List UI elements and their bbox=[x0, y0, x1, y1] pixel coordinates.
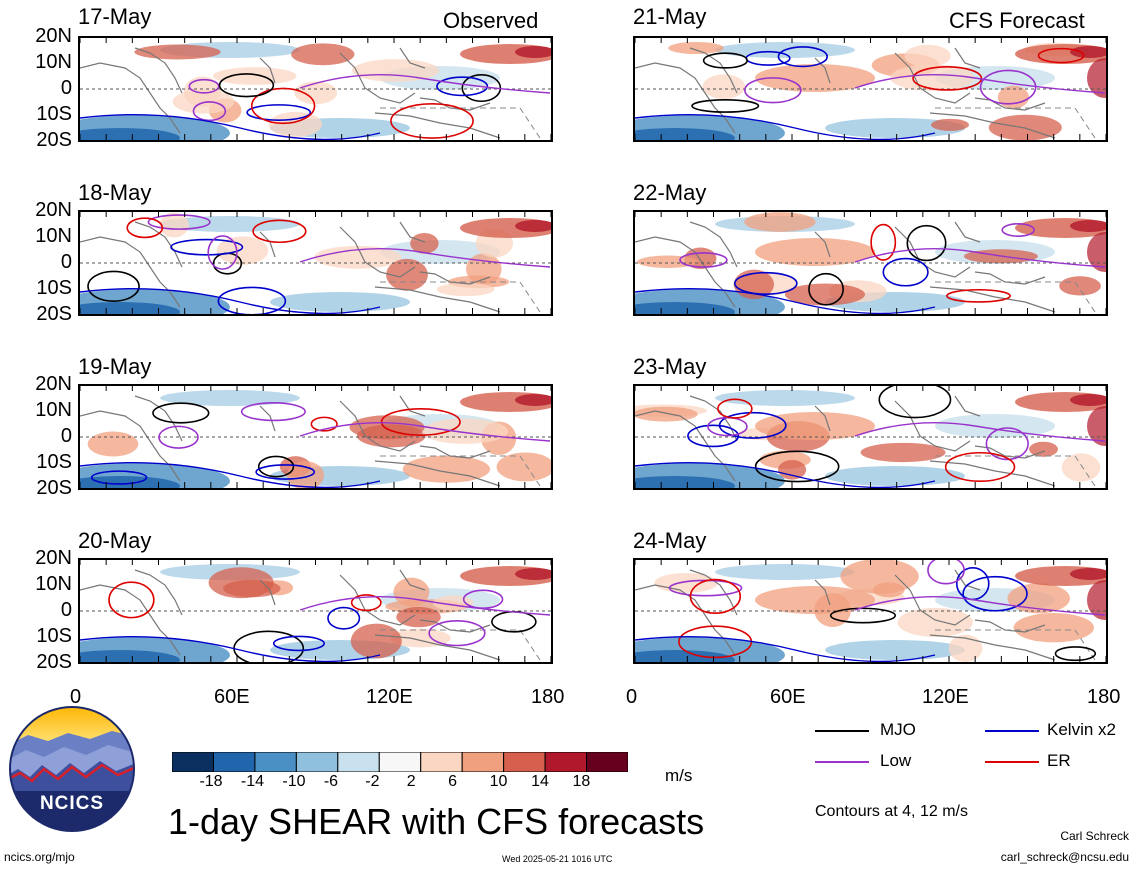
lon-label-0: 0 bbox=[70, 686, 82, 708]
colorbar-swatch-5 bbox=[378, 751, 422, 773]
shear-field-3 bbox=[80, 386, 551, 488]
logo-text: NCICS bbox=[39, 793, 105, 814]
colorbar-tick-label: 6 bbox=[448, 773, 458, 790]
credit-email[interactable]: carl_schreck@ncsu.edu bbox=[1000, 850, 1129, 864]
colorbar-swatch-9 bbox=[544, 751, 588, 773]
colorbar-tick-label: -18 bbox=[199, 773, 223, 790]
contour-note: Contours at 4, 12 m/s bbox=[815, 803, 968, 820]
logo-icon bbox=[9, 706, 135, 832]
shear-field-5 bbox=[635, 38, 1106, 140]
map-panel-5 bbox=[633, 36, 1108, 142]
forecast-tag: CFS Forecast bbox=[949, 8, 1085, 33]
lat-label-20n: 20N bbox=[35, 547, 72, 569]
lat-label-10s: 10S bbox=[36, 103, 72, 125]
footer-url[interactable]: ncics.org/mjo bbox=[4, 850, 75, 864]
lat-label-10n: 10N bbox=[35, 51, 72, 73]
lat-label-20n: 20N bbox=[35, 373, 72, 395]
colorbar-tick-label: -2 bbox=[365, 773, 380, 790]
colorbar-swatch-3 bbox=[295, 751, 339, 773]
colorbar-swatch-10 bbox=[586, 751, 629, 773]
shear-field-7 bbox=[635, 386, 1106, 488]
lat-label-20s: 20S bbox=[36, 129, 72, 151]
panel-date-2: 18-May bbox=[78, 180, 152, 205]
colorbar-tick-label: -10 bbox=[282, 773, 306, 790]
colorbar-swatch-1 bbox=[212, 751, 256, 773]
shear-field-4 bbox=[80, 560, 551, 662]
credit-name: Carl Schreck bbox=[1060, 829, 1129, 843]
lat-label-0: 0 bbox=[60, 425, 72, 447]
lat-label-20s: 20S bbox=[36, 651, 72, 673]
legend-line-mjo bbox=[815, 730, 869, 732]
lat-label-20s: 20S bbox=[36, 303, 72, 325]
colorbar-tick-label: 2 bbox=[406, 773, 416, 790]
legend-label-er: ER bbox=[1047, 751, 1071, 770]
panel-date-3: 19-May bbox=[78, 354, 152, 379]
ncics-logo[interactable]: NCICS bbox=[8, 705, 136, 833]
legend-line-low bbox=[815, 761, 869, 763]
lon-label-60e: 60E bbox=[214, 686, 250, 708]
lat-label-10s: 10S bbox=[36, 277, 72, 299]
lat-label-0: 0 bbox=[60, 251, 72, 273]
legend-line-kelvin bbox=[985, 730, 1039, 732]
legend-label-kelvin: Kelvin x2 bbox=[1047, 720, 1116, 739]
colorbar bbox=[171, 751, 629, 773]
lat-label-10n: 10N bbox=[35, 573, 72, 595]
lat-label-20n: 20N bbox=[35, 199, 72, 221]
lon-label-120e-right: 120E bbox=[922, 686, 969, 708]
lat-label-0: 0 bbox=[60, 599, 72, 621]
map-panel-2 bbox=[78, 210, 553, 316]
lon-label-60e-right: 60E bbox=[770, 686, 806, 708]
shear-field-6 bbox=[635, 212, 1106, 314]
colorbar-swatch-8 bbox=[503, 751, 546, 773]
map-panel-8 bbox=[633, 558, 1108, 664]
map-panel-4 bbox=[78, 558, 553, 664]
lat-label-0: 0 bbox=[60, 77, 72, 99]
panel-date-7: 23-May bbox=[633, 354, 707, 379]
panel-date-6: 22-May bbox=[633, 180, 707, 205]
colorbar-swatches bbox=[171, 751, 629, 773]
lat-label-10s: 10S bbox=[36, 625, 72, 647]
shear-field-1 bbox=[80, 38, 551, 140]
lat-label-20n: 20N bbox=[35, 25, 72, 47]
colorbar-swatch-6 bbox=[420, 751, 463, 773]
lat-label-10s: 10S bbox=[36, 451, 72, 473]
lat-label-10n: 10N bbox=[35, 225, 72, 247]
colorbar-tick-label: -6 bbox=[323, 773, 339, 790]
map-panel-7 bbox=[633, 384, 1108, 490]
lon-label-180: 180 bbox=[531, 686, 565, 708]
legend-line-er bbox=[985, 761, 1039, 763]
footer-timestamp: Wed 2025-05-21 1016 UTC bbox=[502, 854, 613, 864]
colorbar-swatch-0 bbox=[171, 751, 214, 773]
lon-label-0-right: 0 bbox=[626, 686, 638, 708]
panel-date-4: 20-May bbox=[78, 528, 152, 553]
lon-label-120e: 120E bbox=[366, 686, 413, 708]
lat-label-20s: 20S bbox=[36, 477, 72, 499]
shear-field-8 bbox=[635, 560, 1106, 662]
figure-title: 1-day SHEAR with CFS forecasts bbox=[168, 801, 705, 842]
colorbar-tick-label: 14 bbox=[531, 773, 549, 790]
colorbar-swatch-4 bbox=[337, 751, 380, 773]
map-panel-6 bbox=[633, 210, 1108, 316]
colorbar-tick-label: 10 bbox=[489, 773, 508, 790]
colorbar-swatch-2 bbox=[254, 751, 297, 773]
map-panel-3 bbox=[78, 384, 553, 490]
map-panel-1 bbox=[78, 36, 553, 142]
colorbar-tick-label: 18 bbox=[572, 773, 591, 790]
lon-label-180-right: 180 bbox=[1087, 686, 1121, 708]
colorbar-swatch-7 bbox=[461, 751, 505, 773]
panel-date-5: 21-May bbox=[633, 4, 707, 29]
panel-date-1: 17-May bbox=[78, 4, 152, 29]
colorbar-units: m/s bbox=[665, 766, 693, 785]
observed-tag: Observed bbox=[443, 8, 539, 33]
panel-date-8: 24-May bbox=[633, 528, 707, 553]
legend-label-low: Low bbox=[880, 751, 912, 770]
shear-field-2 bbox=[80, 212, 551, 314]
colorbar-tick-label: -14 bbox=[240, 773, 265, 790]
legend-label-mjo: MJO bbox=[880, 720, 916, 739]
lat-label-10n: 10N bbox=[35, 399, 72, 421]
